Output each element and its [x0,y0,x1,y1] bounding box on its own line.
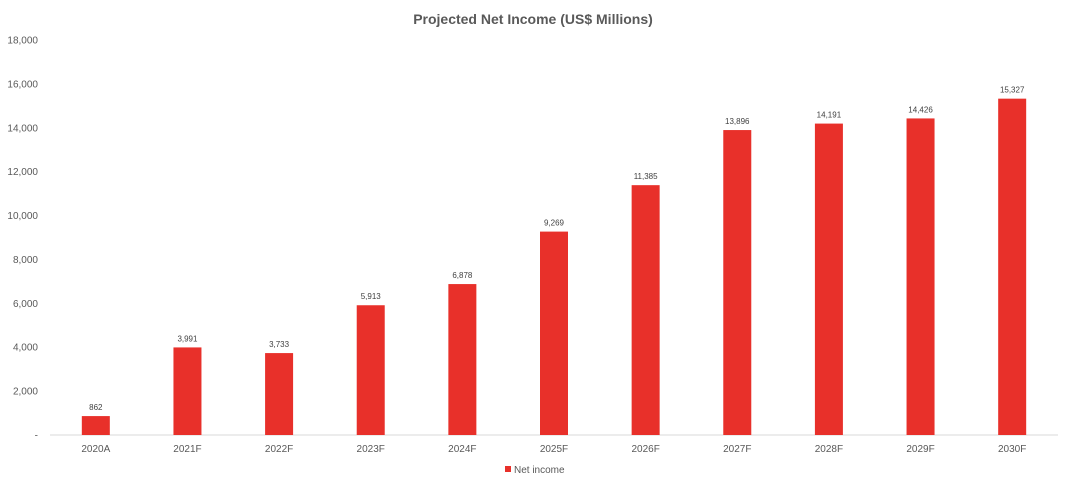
data-label-2024F: 6,878 [452,271,473,280]
data-label-2030F: 15,327 [1000,86,1025,95]
bar-2030F [998,98,1027,435]
bar-2029F [906,118,935,435]
legend: Net income [505,465,565,476]
bar-2020A [81,416,110,435]
data-label-2022F: 3,733 [269,340,290,349]
y-tick-label: 16,000 [7,79,38,90]
x-tick-label-2021F: 2021F [173,444,201,455]
y-tick-label: 4,000 [13,343,38,354]
x-tick-label-2020A: 2020A [81,444,110,455]
bar-2023F [356,305,385,435]
data-label-2027F: 13,896 [725,117,750,126]
data-label-2026F: 11,385 [634,172,658,181]
y-tick-label: 2,000 [13,387,38,398]
y-tick-label: 6,000 [13,299,38,310]
x-tick-label-2027F: 2027F [723,444,751,455]
x-tick-label-2030F: 2030F [998,444,1026,455]
y-tick-label: 8,000 [13,255,38,266]
y-tick-label: - [35,431,38,442]
x-tick-label-2024F: 2024F [448,444,476,455]
y-tick-label: 12,000 [7,167,38,178]
data-label-2025F: 9,269 [544,219,565,228]
chart-title: Projected Net Income (US$ Millions) [413,11,653,27]
legend-swatch-net-income [505,466,511,472]
y-tick-label: 14,000 [7,123,38,134]
y-tick-label: 18,000 [7,36,38,47]
bar-2026F [631,185,660,435]
bar-2028F [814,123,843,435]
x-axis: 2020A 2021F 2022F 2023F 2024F 2025F 2026F 2027F… [50,434,1058,455]
bar-2024F [448,284,477,435]
x-tick-label-2025F: 2025F [540,444,568,455]
bar-2027F [723,130,752,435]
x-tick-label-2028F: 2028F [815,444,843,455]
x-tick-label-2022F: 2022F [265,444,293,455]
bar-2025F [540,231,568,435]
bar-2021F [173,347,202,435]
bar-2022F [265,353,294,435]
x-tick-label-2026F: 2026F [631,444,659,455]
y-tick-label: 10,000 [7,211,38,222]
y-axis: - 2,000 4,000 6,000 8,000 10,000 12,000 14,000 1… [7,36,38,442]
data-label-2021F: 3,991 [177,334,198,343]
data-label-2023F: 5,913 [361,292,382,301]
legend-label-net-income: Net income [514,465,565,476]
data-label-2029F: 14,426 [908,105,933,114]
x-tick-label-2029F: 2029F [906,444,934,455]
bar-series-net-income: 862 3,991 3,733 5,913 6,878 9,269 11,385 13,896… [81,86,1027,435]
data-label-2028F: 14,191 [817,111,842,120]
data-label-2020A: 862 [89,403,103,412]
x-tick-label-2023F: 2023F [357,444,385,455]
